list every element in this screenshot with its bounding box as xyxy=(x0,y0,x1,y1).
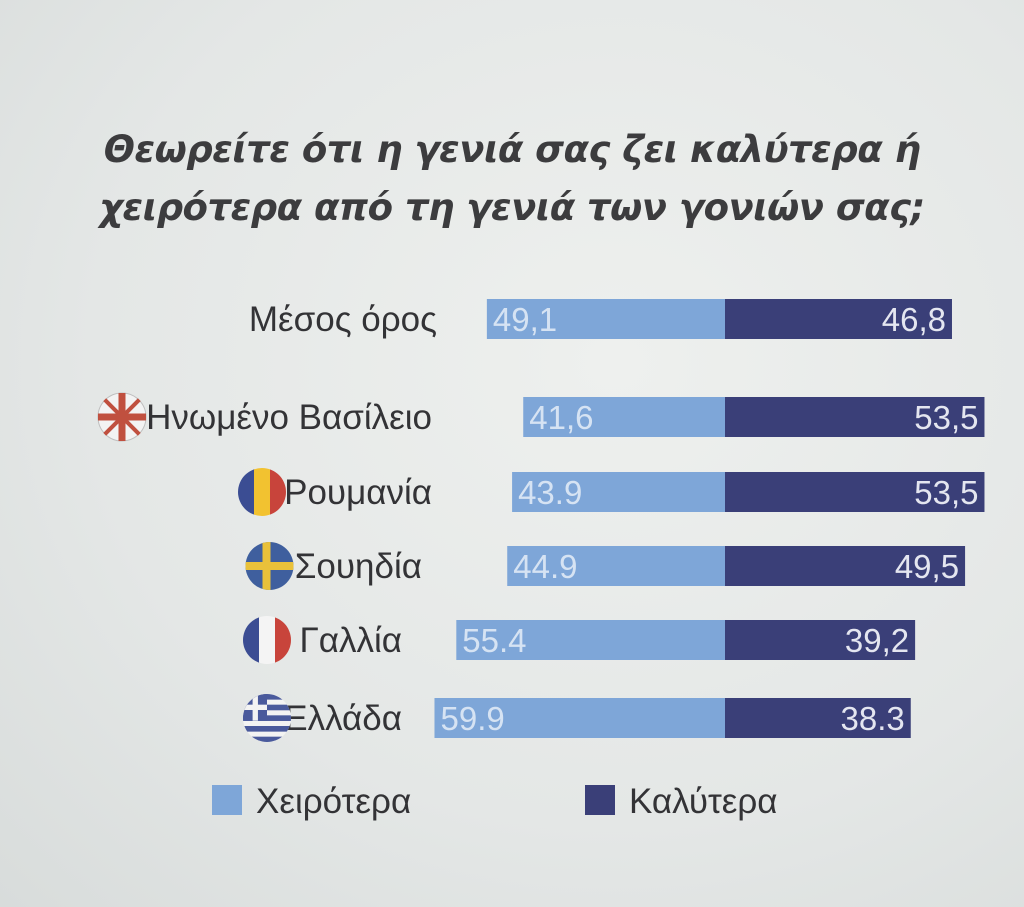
france-flag-icon xyxy=(243,616,291,664)
bar-better xyxy=(725,397,985,437)
greece-flag-icon xyxy=(243,694,291,742)
bar-row: 41,6 53,5 Ηνωμένο Βασίλειο xyxy=(97,392,985,442)
bar-worse xyxy=(512,472,725,512)
data-label-worse: 41,6 xyxy=(529,399,593,436)
bar-row: 49,1 46,8 Μέσος όρος xyxy=(249,299,952,339)
data-label-better: 53,5 xyxy=(914,474,978,511)
romania-flag-icon xyxy=(238,468,286,516)
legend-label: Καλύτερα xyxy=(629,782,778,821)
sweden-flag-v xyxy=(262,542,271,590)
legend-swatch xyxy=(212,785,242,815)
bar-worse xyxy=(507,546,725,586)
data-label-better: 46,8 xyxy=(882,301,946,338)
bar-row: 44.9 49,5 Σουηδία xyxy=(245,542,966,590)
uk-flag-icon xyxy=(97,392,147,442)
category-label: Ηνωμένο Βασίλειο xyxy=(146,398,432,437)
bar-row: 55.4 39,2 Γαλλία xyxy=(243,616,916,664)
bar-better xyxy=(725,299,952,339)
category-label: Μέσος όρος xyxy=(249,300,437,339)
data-label-worse: 59.9 xyxy=(440,700,504,737)
bar-better xyxy=(725,620,916,660)
category-label: Σουηδία xyxy=(295,547,422,586)
category-label: Γαλλία xyxy=(299,621,402,660)
data-label-better: 53,5 xyxy=(914,399,978,436)
bar-better xyxy=(725,698,911,738)
france-flag-stripe xyxy=(243,616,260,664)
data-label-worse: 49,1 xyxy=(493,301,557,338)
data-label-worse: 44.9 xyxy=(513,548,577,585)
bar-worse xyxy=(456,620,725,660)
data-label-worse: 43.9 xyxy=(518,474,582,511)
legend-label: Χειρότερα xyxy=(256,782,411,821)
bar-worse xyxy=(434,698,725,738)
bar-better xyxy=(725,472,985,512)
bar-worse xyxy=(523,397,725,437)
chart-title-line-2: χειρότερα από τη γενιά των γονιών σας; xyxy=(99,186,925,229)
bar-worse xyxy=(486,299,725,339)
data-label-worse: 55.4 xyxy=(462,622,526,659)
france-flag-stripe xyxy=(259,616,276,664)
france-flag-stripe xyxy=(275,616,291,664)
category-label: Ελλάδα xyxy=(284,699,402,738)
bar-row: 43.9 53,5 Ρουμανία xyxy=(238,468,985,516)
greece-flag-stripe xyxy=(243,726,291,732)
legend-swatch xyxy=(585,785,615,815)
category-label: Ρουμανία xyxy=(284,473,432,512)
greece-flag-cross-v xyxy=(252,694,258,721)
chart-title-line-1: Θεωρείτε ότι η γενιά σας ζει καλύτερα ή xyxy=(103,128,921,171)
romania-flag-stripe xyxy=(238,468,255,516)
romania-flag-stripe xyxy=(270,468,286,516)
data-label-better: 38.3 xyxy=(841,700,905,737)
bar-better xyxy=(725,546,966,586)
greece-flag-stripe xyxy=(243,736,291,742)
sweden-flag-icon xyxy=(245,542,294,590)
bar-row: 59.9 38.3 Ελλάδα xyxy=(243,694,911,742)
data-label-better: 39,2 xyxy=(845,622,909,659)
romania-flag-stripe xyxy=(254,468,271,516)
data-label-better: 49,5 xyxy=(895,548,959,585)
uk-flag-v xyxy=(118,393,126,441)
